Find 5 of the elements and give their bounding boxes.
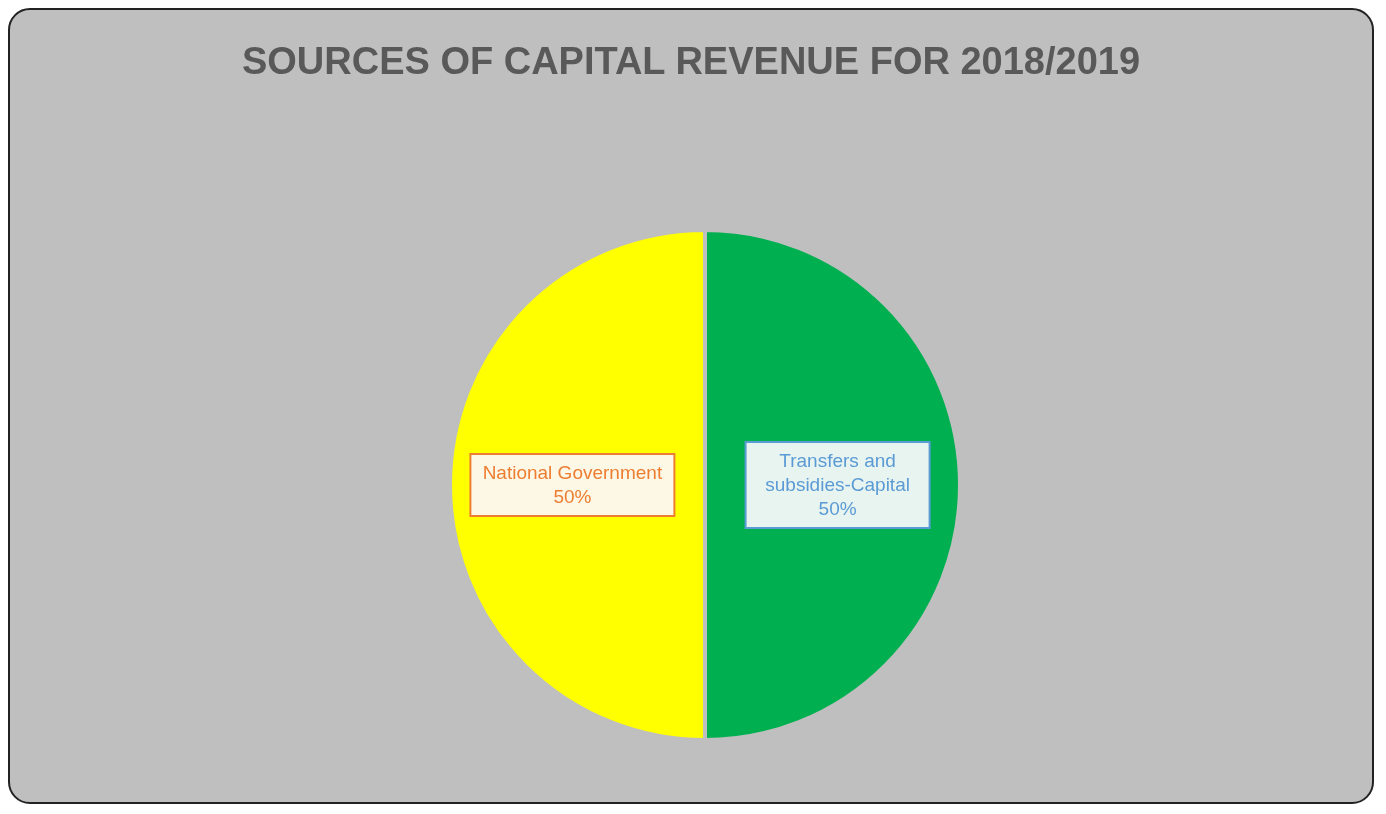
chart-title: SOURCES OF CAPITAL REVENUE FOR 2018/2019: [240, 39, 1142, 84]
data-label: 50%: [818, 498, 857, 519]
data-label: 50%: [553, 486, 592, 507]
slice-label: National Government: [482, 462, 663, 483]
slice-label: Transfers and subsidies-Capital: [765, 450, 910, 495]
